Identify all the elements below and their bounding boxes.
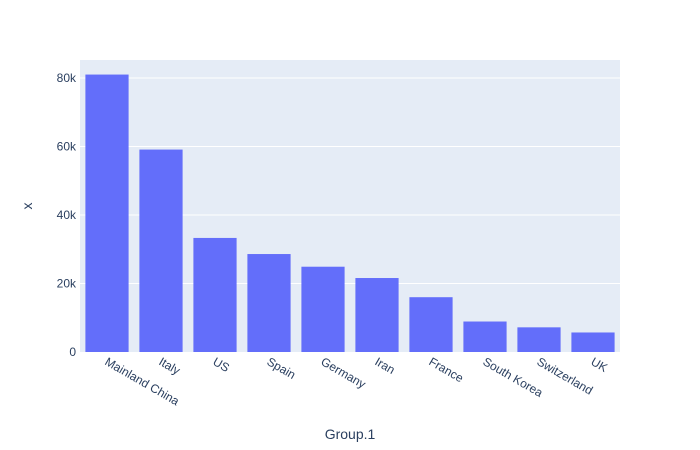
bar[interactable] <box>463 321 507 352</box>
y-tick-label: 40k <box>57 208 77 222</box>
bar[interactable] <box>85 74 129 352</box>
x-tick-label: Iran <box>373 354 398 376</box>
bar[interactable] <box>409 297 453 352</box>
x-tick-label: Switzerland <box>535 354 596 397</box>
y-tick-label: 20k <box>57 276 77 290</box>
bars <box>85 74 615 352</box>
y-axis-ticks: 0 20k 40k 60k 80k <box>57 71 77 359</box>
x-tick-label: Italy <box>157 354 183 377</box>
y-tick-label: 80k <box>57 71 77 85</box>
bar[interactable] <box>517 327 561 352</box>
x-tick-label: Spain <box>265 354 299 381</box>
y-axis-title: x <box>19 203 35 210</box>
x-tick-label: US <box>211 354 232 374</box>
x-axis-title: Group.1 <box>325 426 376 442</box>
bar[interactable] <box>301 266 345 352</box>
bar[interactable] <box>247 254 291 352</box>
bar[interactable] <box>193 237 237 352</box>
y-tick-label: 60k <box>57 139 77 153</box>
x-tick-label: Germany <box>319 354 369 391</box>
x-tick-label: South Korea <box>481 354 546 400</box>
x-tick-label: UK <box>589 354 610 374</box>
y-tick-label: 0 <box>69 345 76 359</box>
bar[interactable] <box>571 332 615 352</box>
bar[interactable] <box>355 278 399 352</box>
bar[interactable] <box>139 149 183 352</box>
x-tick-label: France <box>427 354 467 385</box>
